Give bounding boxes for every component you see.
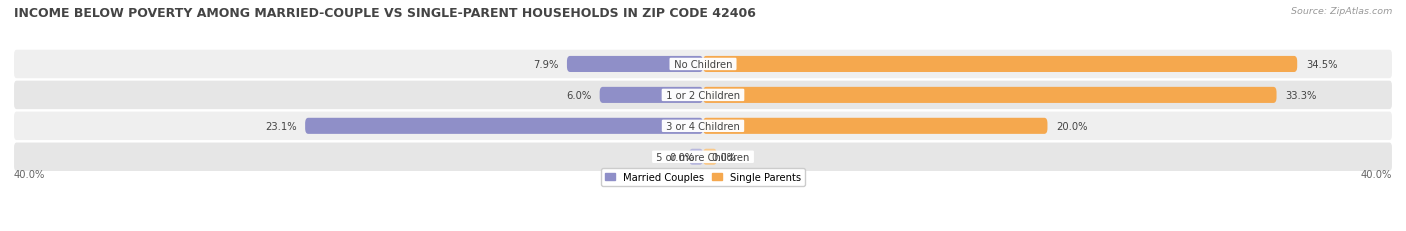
Text: INCOME BELOW POVERTY AMONG MARRIED-COUPLE VS SINGLE-PARENT HOUSEHOLDS IN ZIP COD: INCOME BELOW POVERTY AMONG MARRIED-COUPL…: [14, 7, 756, 20]
Text: 3 or 4 Children: 3 or 4 Children: [664, 121, 742, 131]
Text: 1 or 2 Children: 1 or 2 Children: [662, 91, 744, 100]
FancyBboxPatch shape: [703, 118, 1047, 134]
Text: 40.0%: 40.0%: [14, 169, 45, 179]
FancyBboxPatch shape: [14, 143, 1392, 171]
Text: 5 or more Children: 5 or more Children: [654, 152, 752, 162]
FancyBboxPatch shape: [14, 112, 1392, 140]
Text: 34.5%: 34.5%: [1306, 60, 1337, 70]
Text: 33.3%: 33.3%: [1285, 91, 1316, 100]
Legend: Married Couples, Single Parents: Married Couples, Single Parents: [600, 168, 806, 186]
Text: 23.1%: 23.1%: [264, 121, 297, 131]
Text: 20.0%: 20.0%: [1056, 121, 1088, 131]
Text: Source: ZipAtlas.com: Source: ZipAtlas.com: [1291, 7, 1392, 16]
FancyBboxPatch shape: [305, 118, 703, 134]
FancyBboxPatch shape: [703, 88, 1277, 103]
Text: 7.9%: 7.9%: [533, 60, 558, 70]
Text: No Children: No Children: [671, 60, 735, 70]
Text: 0.0%: 0.0%: [669, 152, 695, 162]
Text: 6.0%: 6.0%: [565, 91, 591, 100]
FancyBboxPatch shape: [567, 57, 703, 73]
Text: 0.0%: 0.0%: [711, 152, 737, 162]
Text: 40.0%: 40.0%: [1361, 169, 1392, 179]
FancyBboxPatch shape: [14, 81, 1392, 110]
FancyBboxPatch shape: [703, 149, 717, 165]
FancyBboxPatch shape: [703, 57, 1298, 73]
FancyBboxPatch shape: [689, 149, 703, 165]
FancyBboxPatch shape: [599, 88, 703, 103]
FancyBboxPatch shape: [14, 51, 1392, 79]
